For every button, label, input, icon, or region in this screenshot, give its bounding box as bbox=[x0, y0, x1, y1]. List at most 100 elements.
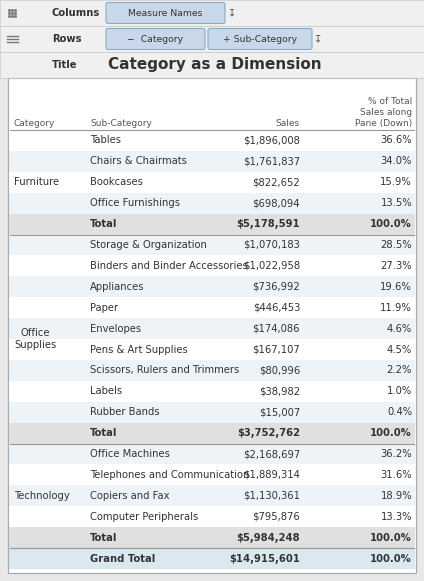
Text: $795,876: $795,876 bbox=[252, 512, 300, 522]
Text: $1,130,361: $1,130,361 bbox=[243, 491, 300, 501]
Text: Computer Peripherals: Computer Peripherals bbox=[90, 512, 198, 522]
Bar bbox=[9, 402, 415, 422]
Bar bbox=[9, 256, 415, 277]
Bar bbox=[9, 527, 415, 548]
Text: Scissors, Rulers and Trimmers: Scissors, Rulers and Trimmers bbox=[90, 365, 239, 375]
Text: 31.6%: 31.6% bbox=[380, 470, 412, 480]
Text: Paper: Paper bbox=[90, 303, 118, 313]
Text: 1.0%: 1.0% bbox=[387, 386, 412, 396]
Text: Columns: Columns bbox=[52, 8, 100, 18]
Text: Category: Category bbox=[14, 119, 56, 128]
Text: 100.0%: 100.0% bbox=[370, 428, 412, 438]
Bar bbox=[9, 277, 415, 297]
Text: Total: Total bbox=[90, 533, 117, 543]
Text: $167,107: $167,107 bbox=[252, 345, 300, 354]
Bar bbox=[0, 52, 424, 78]
FancyBboxPatch shape bbox=[106, 2, 225, 23]
Text: Category as a Dimension: Category as a Dimension bbox=[108, 58, 322, 73]
Bar bbox=[9, 381, 415, 402]
Bar bbox=[9, 193, 415, 214]
Text: $1,889,314: $1,889,314 bbox=[243, 470, 300, 480]
Text: $1,761,837: $1,761,837 bbox=[243, 156, 300, 166]
Text: $80,996: $80,996 bbox=[259, 365, 300, 375]
Text: Pens & Art Supplies: Pens & Art Supplies bbox=[90, 345, 188, 354]
Text: Sales: Sales bbox=[276, 119, 300, 128]
Text: 2.2%: 2.2% bbox=[387, 365, 412, 375]
Text: 0.4%: 0.4% bbox=[387, 407, 412, 417]
Bar bbox=[9, 172, 415, 193]
Text: Copiers and Fax: Copiers and Fax bbox=[90, 491, 170, 501]
Text: 28.5%: 28.5% bbox=[380, 240, 412, 250]
Text: Binders and Binder Accessories: Binders and Binder Accessories bbox=[90, 261, 248, 271]
Text: % of Total
Sales along
Pane (Down): % of Total Sales along Pane (Down) bbox=[355, 97, 412, 128]
Text: $5,178,591: $5,178,591 bbox=[236, 219, 300, 229]
Text: Furniture: Furniture bbox=[14, 177, 59, 187]
Bar bbox=[9, 235, 415, 256]
Bar bbox=[9, 443, 415, 464]
Text: 27.3%: 27.3% bbox=[380, 261, 412, 271]
Text: Chairs & Chairmats: Chairs & Chairmats bbox=[90, 156, 187, 166]
Text: 100.0%: 100.0% bbox=[370, 219, 412, 229]
Text: Rubber Bands: Rubber Bands bbox=[90, 407, 159, 417]
Text: $15,007: $15,007 bbox=[259, 407, 300, 417]
Text: $2,168,697: $2,168,697 bbox=[243, 449, 300, 459]
Text: Office Furnishings: Office Furnishings bbox=[90, 198, 180, 208]
Text: 36.6%: 36.6% bbox=[380, 135, 412, 145]
Text: −  Category: − Category bbox=[128, 34, 184, 44]
Text: Rows: Rows bbox=[52, 34, 81, 44]
Text: Office Machines: Office Machines bbox=[90, 449, 170, 459]
Text: Measure Names: Measure Names bbox=[128, 9, 203, 17]
Text: $38,982: $38,982 bbox=[259, 386, 300, 396]
Text: 18.9%: 18.9% bbox=[380, 491, 412, 501]
Text: $446,453: $446,453 bbox=[253, 303, 300, 313]
Bar bbox=[0, 26, 424, 52]
Text: + Sub-Category: + Sub-Category bbox=[223, 34, 297, 44]
Text: $5,984,248: $5,984,248 bbox=[236, 533, 300, 543]
Bar bbox=[9, 422, 415, 443]
Text: 4.6%: 4.6% bbox=[387, 324, 412, 333]
Text: 11.9%: 11.9% bbox=[380, 303, 412, 313]
Bar bbox=[8, 78, 416, 573]
Text: 36.2%: 36.2% bbox=[380, 449, 412, 459]
Text: 100.0%: 100.0% bbox=[370, 554, 412, 564]
Text: Labels: Labels bbox=[90, 386, 122, 396]
Bar bbox=[9, 485, 415, 506]
Bar bbox=[8, 78, 416, 573]
Text: 13.5%: 13.5% bbox=[380, 198, 412, 208]
Text: Storage & Organization: Storage & Organization bbox=[90, 240, 207, 250]
Bar bbox=[9, 464, 415, 485]
Bar bbox=[9, 506, 415, 527]
Text: $736,992: $736,992 bbox=[252, 282, 300, 292]
Text: Total: Total bbox=[90, 219, 117, 229]
Text: Bookcases: Bookcases bbox=[90, 177, 143, 187]
FancyBboxPatch shape bbox=[106, 28, 205, 49]
Bar bbox=[9, 130, 415, 151]
Text: ↧: ↧ bbox=[314, 34, 322, 44]
Text: Tables: Tables bbox=[90, 135, 121, 145]
Text: Office
Supplies: Office Supplies bbox=[14, 328, 56, 350]
Text: $1,022,958: $1,022,958 bbox=[243, 261, 300, 271]
Text: $822,652: $822,652 bbox=[252, 177, 300, 187]
Text: 4.5%: 4.5% bbox=[387, 345, 412, 354]
Bar bbox=[9, 151, 415, 172]
Bar bbox=[9, 360, 415, 381]
Text: Appliances: Appliances bbox=[90, 282, 145, 292]
Text: $1,896,008: $1,896,008 bbox=[243, 135, 300, 145]
Text: 34.0%: 34.0% bbox=[381, 156, 412, 166]
Text: $3,752,762: $3,752,762 bbox=[237, 428, 300, 438]
Bar bbox=[0, 0, 424, 26]
Text: Envelopes: Envelopes bbox=[90, 324, 141, 333]
Text: 19.6%: 19.6% bbox=[380, 282, 412, 292]
Text: ↧: ↧ bbox=[228, 8, 236, 18]
Text: Title: Title bbox=[52, 60, 78, 70]
Bar bbox=[9, 548, 415, 569]
Bar bbox=[9, 297, 415, 318]
Text: Total: Total bbox=[90, 428, 117, 438]
Text: $14,915,601: $14,915,601 bbox=[229, 554, 300, 564]
Bar bbox=[9, 214, 415, 235]
Text: 100.0%: 100.0% bbox=[370, 533, 412, 543]
Text: Telephones and Communication: Telephones and Communication bbox=[90, 470, 249, 480]
Bar bbox=[9, 339, 415, 360]
FancyBboxPatch shape bbox=[208, 28, 312, 49]
Text: Grand Total: Grand Total bbox=[90, 554, 155, 564]
